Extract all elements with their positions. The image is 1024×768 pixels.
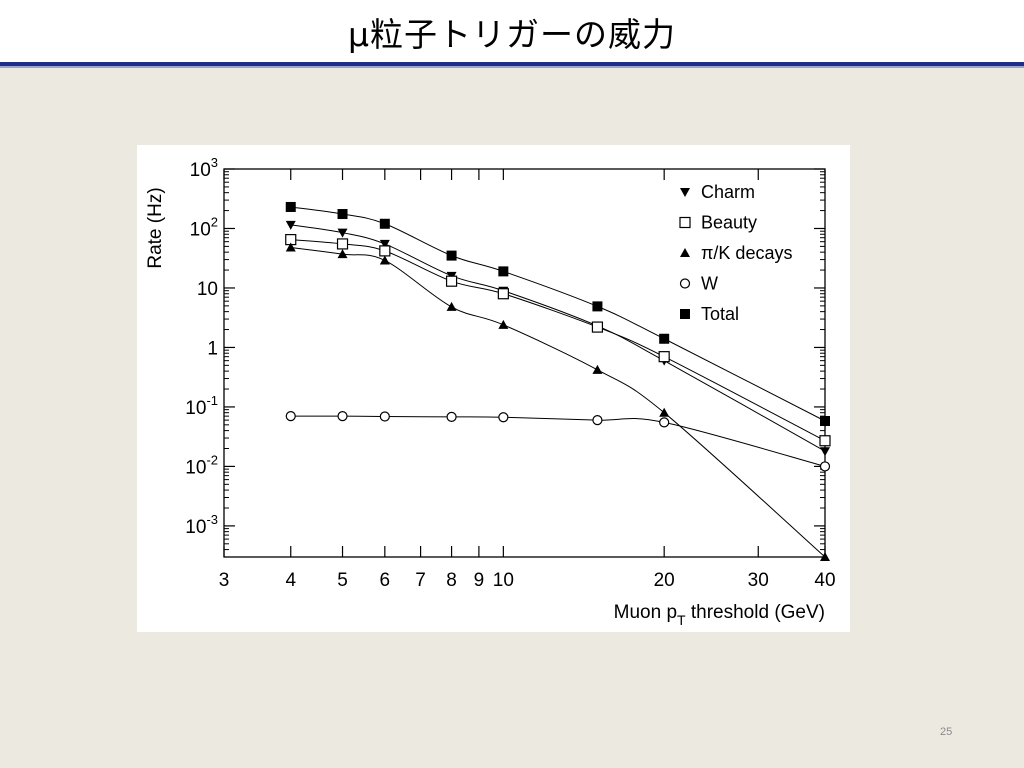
x-tick-label: 10 (493, 570, 514, 591)
data-point-beauty (379, 245, 391, 257)
data-point-beauty (591, 321, 604, 333)
legend-label-charm: Charm (701, 182, 755, 202)
plot-frame (223, 168, 826, 558)
data-point-k-decays (446, 301, 457, 311)
x-tick-label: 40 (814, 570, 835, 591)
data-point-beauty (658, 351, 670, 363)
data-point-w (337, 411, 348, 422)
data-point-beauty (819, 435, 831, 447)
data-point-w (498, 412, 509, 423)
slide-title: μ粒子トリガーの威力 (348, 15, 676, 54)
legend-label-k-decays: π/K decays (701, 243, 792, 263)
data-point-k-decays (592, 364, 603, 374)
legend-marker-charm (680, 188, 690, 197)
slide-number: 25 (940, 726, 953, 738)
legend-label-beauty: Beauty (701, 213, 757, 233)
x-tick-label: 20 (654, 570, 675, 591)
data-point-charm (379, 239, 390, 249)
series-line-w (290, 415, 826, 467)
legend-marker-beauty (679, 216, 691, 229)
data-point-charm (337, 228, 348, 238)
title-underline (0, 62, 1024, 66)
legend-label-total: Total (701, 304, 739, 324)
x-tick-label: 3 (219, 570, 230, 591)
legend-label-w: W (701, 274, 718, 294)
data-point-k-decays (820, 552, 830, 561)
y-tick-label: 10-1 (185, 393, 218, 419)
y-tick-label: 103 (190, 155, 218, 181)
data-point-total (337, 209, 348, 220)
data-point-k-decays (285, 242, 296, 252)
x-tick-label: 9 (474, 570, 485, 591)
y-tick-label: 10 (197, 279, 218, 300)
x-tick-label: 7 (415, 570, 426, 591)
x-tick-label: 30 (748, 570, 769, 591)
data-point-total (379, 218, 390, 229)
data-point-w (819, 461, 831, 472)
data-point-charm (285, 220, 296, 230)
x-axis-label: Muon pT threshold (GeV) (614, 602, 825, 628)
data-point-k-decays (498, 319, 509, 329)
data-point-w (592, 415, 603, 426)
title-underline-light (0, 66, 1024, 68)
data-point-total (659, 333, 670, 344)
data-point-k-decays (659, 407, 670, 417)
y-tick-label: 10-3 (185, 512, 218, 538)
data-point-w (285, 411, 296, 422)
y-tick-label: 10-2 (185, 452, 218, 478)
data-point-w (379, 411, 390, 422)
data-point-total (285, 201, 296, 212)
data-point-k-decays (379, 255, 390, 265)
y-tick-label: 1 (207, 338, 218, 359)
x-tick-label: 5 (337, 570, 348, 591)
data-point-k-decays (337, 249, 348, 259)
data-point-w (446, 411, 457, 422)
data-point-beauty (336, 238, 349, 250)
title-bar (0, 0, 1024, 62)
data-point-beauty (445, 275, 458, 287)
data-point-total (592, 301, 603, 312)
x-tick-label: 8 (446, 570, 457, 591)
data-point-w (659, 417, 670, 428)
legend-marker-w (679, 278, 691, 289)
y-tick-label: 102 (190, 214, 218, 240)
data-point-beauty (497, 288, 509, 300)
x-tick-label: 6 (380, 570, 391, 591)
data-point-total (446, 250, 457, 261)
data-point-total (820, 416, 830, 427)
data-point-charm (820, 447, 830, 457)
series-line-beauty (290, 239, 826, 442)
chart-panel: 103 102 10 1 10-1 10-2 10-3 3 4 5 6 7 8 9 10 20 30 40 Rate… (137, 145, 850, 632)
legend-marker-total (680, 309, 690, 319)
series-line-k-decays (290, 246, 826, 558)
legend-marker-k-decays (680, 248, 690, 257)
y-axis-label: Rate (Hz) (145, 187, 166, 268)
data-point-total (498, 266, 509, 277)
x-tick-label: 4 (285, 570, 296, 591)
